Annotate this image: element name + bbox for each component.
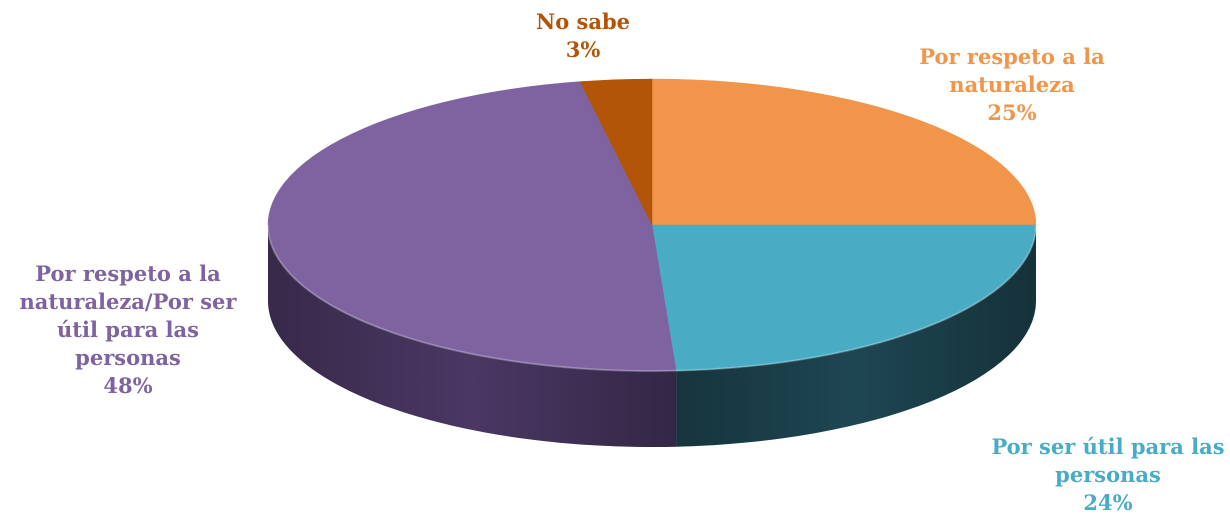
pie-label-line: No sabe xyxy=(536,9,630,34)
pie-label-2: Por respeto a la naturaleza/Por ser útil p… xyxy=(20,261,238,398)
pie-slice-side-shade-1 xyxy=(676,225,1036,447)
pie-slice-0 xyxy=(651,78,1037,226)
pie-label-percent: 48% xyxy=(103,373,152,398)
pie-labels: Por respeto a la naturaleza 25% Por ser úti… xyxy=(20,9,1225,515)
pie-label-percent: 3% xyxy=(566,37,601,62)
pie-slice-1 xyxy=(651,224,1037,371)
pie-slice-2 xyxy=(267,81,677,372)
pie-label-0: Por respeto a la naturaleza 25% xyxy=(919,44,1105,125)
pie-label-1: Por ser útil para las personas 24% xyxy=(991,434,1224,515)
pie-label-percent: 24% xyxy=(1083,490,1132,515)
pie-label-line: personas xyxy=(1055,462,1161,487)
pie-label-line: naturaleza xyxy=(949,72,1075,97)
pie-label-percent: 25% xyxy=(987,100,1036,125)
pie-label-line: Por ser útil para las xyxy=(991,434,1224,459)
pie-slice-3 xyxy=(579,78,653,226)
pie-tops xyxy=(267,78,1037,372)
pie-label-line: Por respeto a la xyxy=(35,261,221,286)
pie-sides xyxy=(268,225,1036,448)
pie-rim-highlight xyxy=(267,224,1037,372)
pie-slice-side-shade-2 xyxy=(268,225,677,448)
pie-label-line: personas xyxy=(75,345,181,370)
pie-label-3: No sabe 3% xyxy=(536,9,630,62)
pie-label-line: Por respeto a la xyxy=(919,44,1105,69)
pie-label-line: útil para las xyxy=(57,317,199,342)
pie-label-line: naturaleza/Por ser xyxy=(20,289,238,314)
